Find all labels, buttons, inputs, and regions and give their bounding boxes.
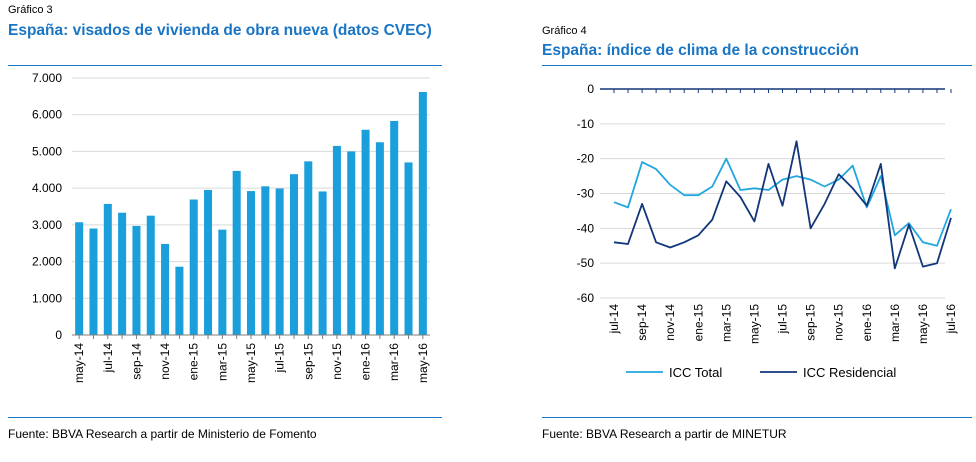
line-x-tick-label: mar-16 <box>888 304 902 342</box>
bar-y-tick-label: 5.000 <box>32 144 62 158</box>
line-x-tick-label: ene-16 <box>860 304 874 342</box>
bar-sep-14 <box>132 225 141 335</box>
chart4-label: Gráfico 4 <box>542 25 587 37</box>
chart3-source: Fuente: BBVA Research a partir de Minist… <box>8 427 317 441</box>
bar-oct-14 <box>146 215 155 335</box>
bar-mar-15 <box>218 229 227 335</box>
bar-x-tick-label: jul-15 <box>273 343 287 374</box>
bar-y-tick-label: 4.000 <box>32 181 62 195</box>
bar-oct-15 <box>318 191 327 335</box>
line-x-tick-label: jul-16 <box>944 304 958 335</box>
line-x-tick-label: jul-14 <box>607 304 621 335</box>
chart3-label: Gráfico 3 <box>8 4 53 16</box>
bar-y-tick-label: 6.000 <box>32 108 62 122</box>
line-y-tick-label: -50 <box>577 256 595 270</box>
line-y-tick-label: -60 <box>577 291 595 305</box>
chart4-bottom-rule <box>542 417 972 418</box>
bar-jun-14 <box>89 228 98 335</box>
line-x-tick-label: sep-14 <box>635 304 649 341</box>
bar-x-tick-label: nov-15 <box>330 343 344 380</box>
line-series-icc-total <box>613 157 952 247</box>
chart3-title: España: visados de vivienda de obra nuev… <box>8 22 432 39</box>
bar-jul-14 <box>103 203 112 335</box>
bar-nov-14 <box>161 243 170 335</box>
chart3-title-rule <box>8 65 442 66</box>
bar-y-tick-label: 7.000 <box>32 71 62 85</box>
bar-x-tick-label: jul-14 <box>101 343 115 374</box>
bar-x-tick-label: may-14 <box>72 343 86 383</box>
line-y-tick-label: -10 <box>577 117 595 131</box>
bar-x-tick-label: ene-16 <box>359 343 373 381</box>
bar-x-tick-label: may-15 <box>244 343 258 383</box>
bar-nov-15 <box>332 145 341 335</box>
line-x-tick-label: nov-15 <box>832 304 846 341</box>
chart4-title-rule <box>542 65 972 66</box>
chart3-bottom-rule <box>8 417 442 418</box>
bar-y-tick-label: 3.000 <box>32 218 62 232</box>
bar-dic-14 <box>175 266 184 335</box>
bar-dic-15 <box>347 151 356 335</box>
bar-ago-14 <box>118 212 127 335</box>
bar-may-16 <box>418 91 427 335</box>
line-x-tick-label: sep-15 <box>804 304 818 341</box>
line-y-tick-label: -40 <box>577 221 595 235</box>
line-x-tick-label: may-15 <box>747 304 761 344</box>
bar-x-tick-label: sep-15 <box>301 343 315 380</box>
bar-x-tick-label: mar-16 <box>387 343 401 381</box>
bar-jun-15 <box>261 186 270 335</box>
line-series-icc-residencial <box>613 140 952 270</box>
bar-sep-15 <box>304 161 313 335</box>
bar-feb-15 <box>204 189 213 335</box>
bar-x-tick-label: ene-15 <box>187 343 201 381</box>
legend-label-icc-total: ICC Total <box>669 365 722 380</box>
chart4-title: España: índice de clima de la construcci… <box>542 42 859 59</box>
bar-x-tick-label: nov-14 <box>158 343 172 380</box>
bar-y-tick-label: 2.000 <box>32 255 62 269</box>
bar-abr-15 <box>232 170 241 335</box>
chart4-source: Fuente: BBVA Research a partir de MINETU… <box>542 427 787 441</box>
bar-y-tick-label: 0 <box>55 328 62 342</box>
bar-x-tick-label: mar-15 <box>215 343 229 381</box>
bar-y-tick-label: 1.000 <box>32 291 62 305</box>
line-x-tick-label: mar-15 <box>719 304 733 342</box>
line-x-tick-label: nov-14 <box>663 304 677 341</box>
bar-jul-15 <box>275 188 284 335</box>
legend-label-icc-residencial: ICC Residencial <box>803 365 896 380</box>
bar-mar-16 <box>390 120 399 335</box>
bar-x-tick-label: may-16 <box>416 343 430 383</box>
line-x-tick-label: ene-15 <box>691 304 705 342</box>
bar-ene-16 <box>361 129 370 335</box>
line-x-tick-label: jul-15 <box>776 304 790 335</box>
bar-may-15 <box>246 191 256 335</box>
line-y-tick-label: -30 <box>577 187 595 201</box>
line-y-tick-label: -20 <box>577 152 595 166</box>
bar-x-tick-label: sep-14 <box>129 343 143 380</box>
line-y-tick-label: 0 <box>587 82 594 96</box>
bar-abr-16 <box>404 162 413 335</box>
bar-feb-16 <box>375 142 384 335</box>
bar-ene-15 <box>189 199 198 335</box>
bar-ago-15 <box>289 174 298 335</box>
bar-may-14 <box>75 222 84 335</box>
line-x-tick-label: may-16 <box>916 304 930 344</box>
